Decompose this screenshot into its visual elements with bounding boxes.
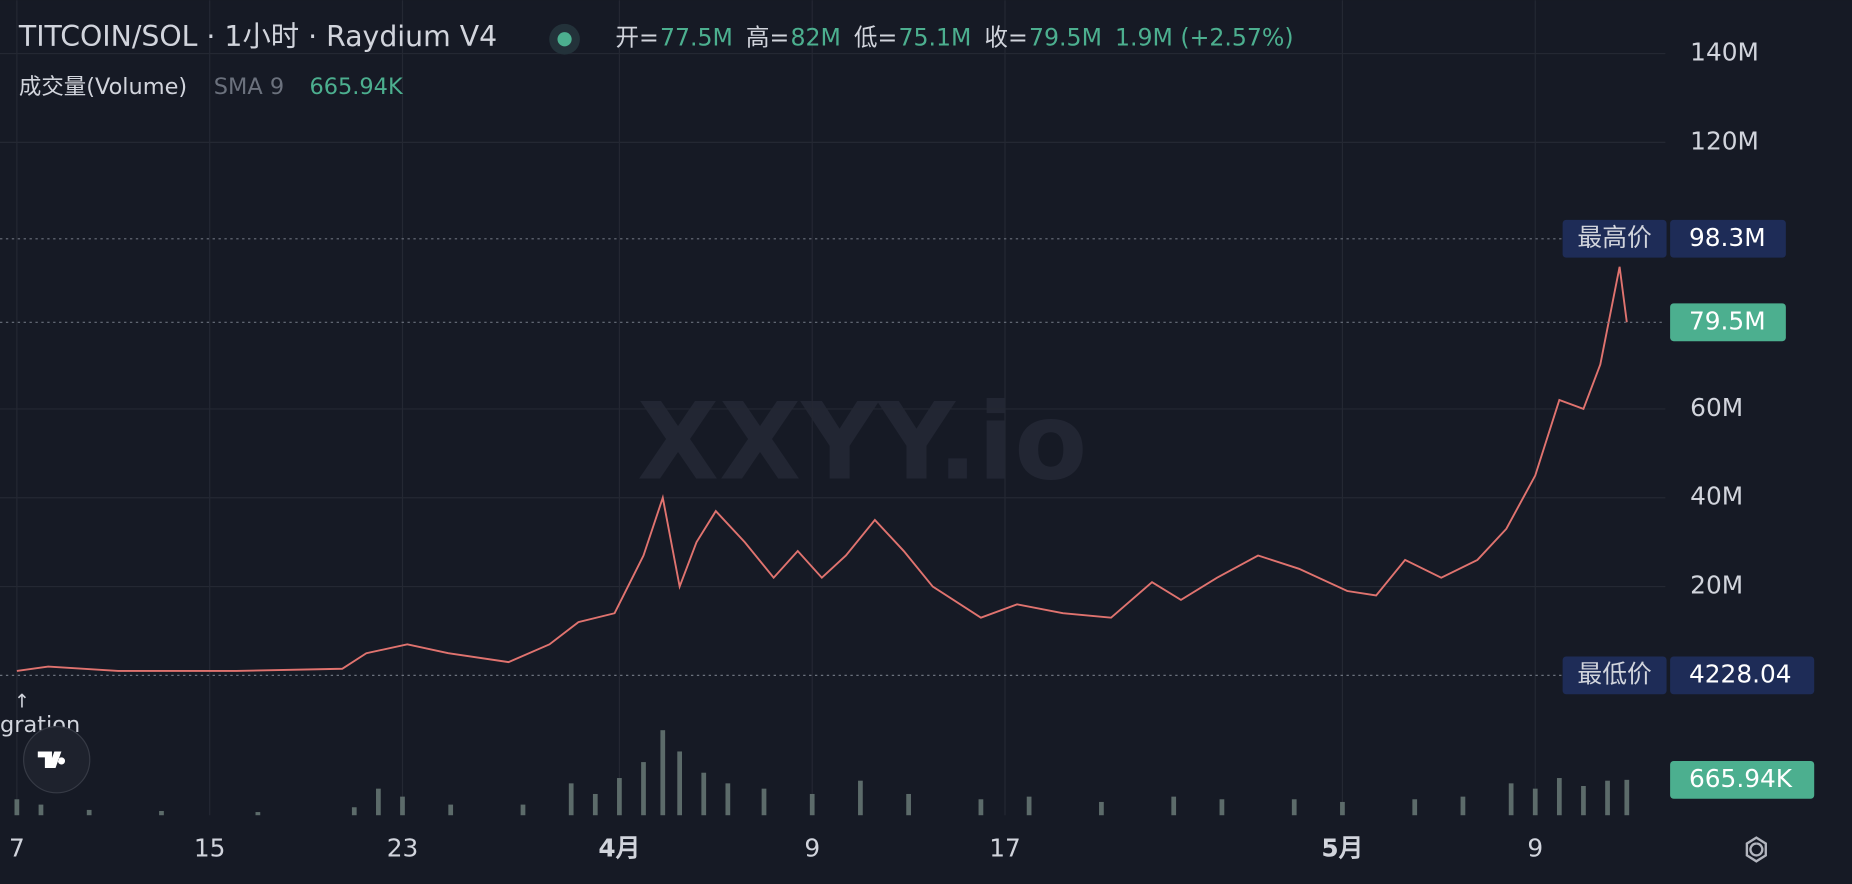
ohlc-value: 75.1M	[898, 24, 971, 52]
volume-bar	[701, 772, 707, 816]
volume-bar	[38, 804, 44, 816]
low-badge	[1670, 656, 1815, 695]
volume-bar	[448, 804, 454, 816]
sma-value: 665.94K	[309, 74, 404, 100]
annotation-arrow: ↑	[14, 690, 30, 712]
x-tick-label: 9	[804, 833, 820, 862]
volume-bar	[978, 799, 984, 816]
volume-bar	[592, 793, 598, 816]
volume-bar	[906, 793, 911, 816]
x-tick-label: 7	[9, 833, 25, 862]
volume-bar	[1219, 799, 1225, 816]
settings-icon[interactable]	[1745, 836, 1767, 863]
volume-badge	[1670, 760, 1815, 799]
watermark: XXYY.io	[637, 380, 1087, 504]
last-label: 79.5M	[1689, 306, 1766, 335]
high-name: 最高价	[1577, 223, 1652, 252]
volume-bar	[351, 807, 357, 816]
title: TITCOIN/SOL · 1小时 · Raydium V4	[18, 20, 497, 53]
price-line	[16, 266, 1628, 672]
volume-bar	[1460, 796, 1466, 816]
volume-badge-label: 665.94K	[1689, 764, 1793, 793]
volume-bar	[520, 804, 526, 816]
high-label: 98.3M	[1689, 223, 1766, 252]
volume-bar	[1556, 778, 1562, 816]
volume-bar	[809, 793, 815, 816]
volume-bar	[159, 810, 164, 816]
ohlc-value: 77.5M	[660, 24, 733, 52]
volume-bar	[568, 783, 574, 816]
volume-bar	[858, 780, 863, 816]
volume-bar	[1099, 801, 1104, 816]
x-tick-label: 15	[194, 833, 226, 862]
volume-legend: 成交量(Volume)	[19, 74, 187, 100]
volume-bar	[1171, 796, 1177, 816]
change: 1.9M (+2.57%)	[1115, 24, 1294, 52]
low-label: 4228.04	[1689, 659, 1792, 688]
low-name-badge	[1562, 656, 1667, 695]
high-name-badge	[1562, 219, 1667, 258]
x-tick-label: 17	[989, 833, 1021, 862]
volume-bar	[1026, 796, 1032, 816]
volume-bar	[1624, 779, 1630, 816]
volume-bar	[255, 812, 261, 816]
y-tick-label: 120M	[1690, 126, 1759, 155]
status-dot	[557, 32, 572, 47]
y-tick-label: 60M	[1690, 393, 1743, 422]
ohlc-label: 收=	[984, 24, 1027, 52]
volume-bar	[761, 788, 767, 816]
y-tick-label: 20M	[1690, 571, 1743, 600]
volume-bar	[1412, 799, 1418, 816]
volume-bar	[677, 751, 683, 816]
volume-bar	[1508, 783, 1514, 816]
y-tick-label: 40M	[1690, 482, 1743, 511]
logo-mark	[37, 751, 66, 768]
volume-bar	[1581, 786, 1586, 816]
volume-bar	[1291, 799, 1297, 816]
volume-bar	[660, 730, 666, 816]
ohlc-value: 79.5M	[1029, 24, 1102, 52]
volume-bar	[1340, 801, 1345, 816]
volume-bar	[1605, 780, 1610, 816]
volume-bar	[400, 796, 405, 816]
ohlc-value: 82M	[790, 24, 840, 52]
sma-label: SMA 9	[214, 74, 284, 100]
volume-bar	[641, 762, 646, 816]
volume-bar	[1532, 788, 1538, 816]
volume-bar	[86, 809, 92, 816]
low-name: 最低价	[1577, 659, 1652, 688]
ohlc-label: 开=	[615, 24, 658, 52]
ohlc-label: 低=	[854, 24, 897, 52]
volume-bar	[617, 778, 622, 816]
x-tick-label: 23	[387, 833, 419, 862]
x-tick-label: 4月	[598, 833, 640, 862]
high-badge	[1670, 219, 1786, 258]
volume-bar	[725, 783, 731, 816]
volume-bar	[376, 788, 381, 816]
x-tick-label: 5月	[1321, 833, 1363, 862]
ohlc-label: 高=	[746, 24, 789, 52]
last-badge	[1670, 303, 1786, 342]
y-tick-label: 140M	[1690, 38, 1759, 67]
x-tick-label: 9	[1527, 833, 1543, 862]
volume-bar	[14, 799, 20, 816]
